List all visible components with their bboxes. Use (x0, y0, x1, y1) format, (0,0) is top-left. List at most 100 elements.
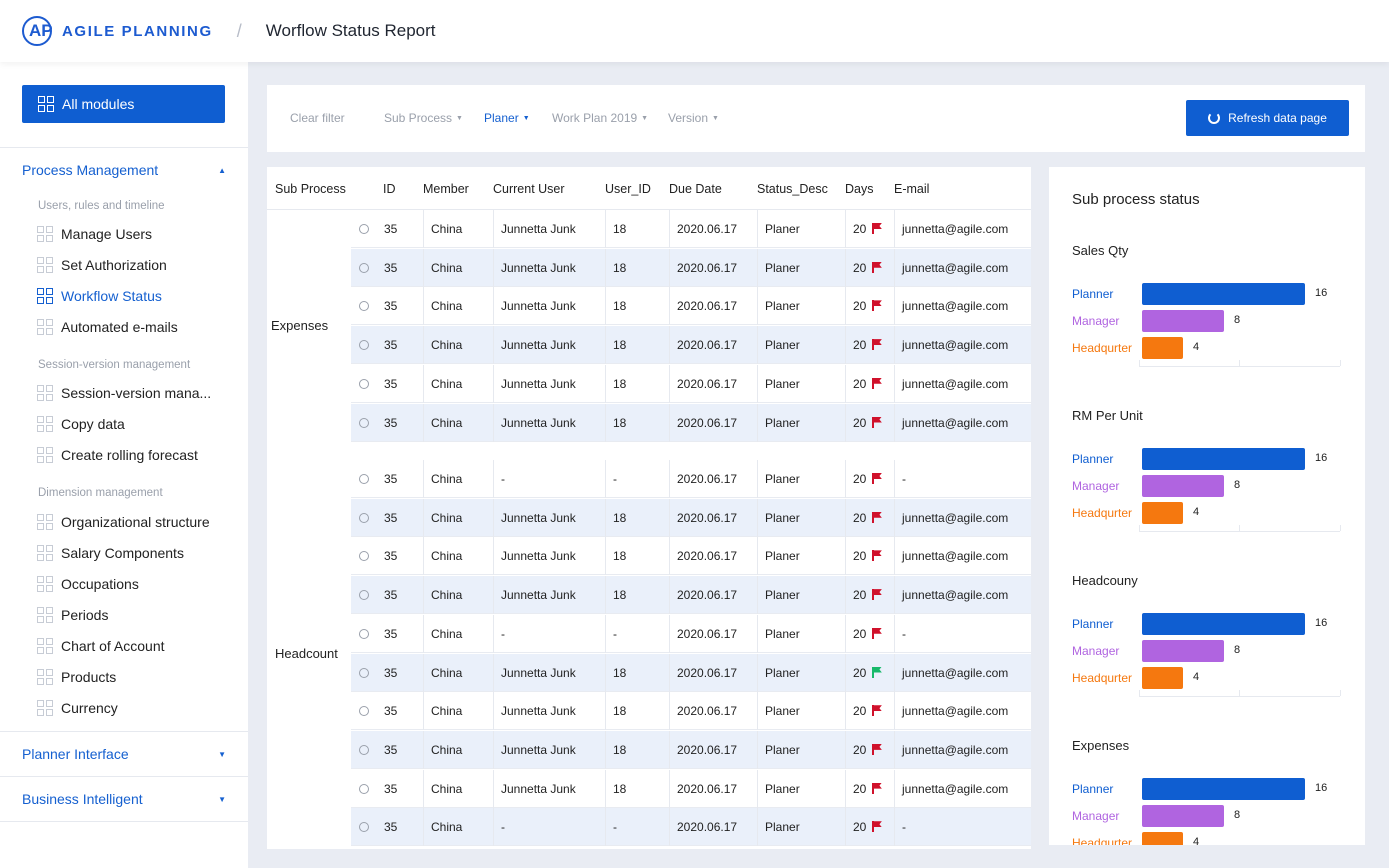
bar[interactable] (1142, 640, 1224, 662)
table-cell: 18 (605, 287, 669, 326)
radio-icon[interactable] (359, 783, 369, 794)
radio-icon[interactable] (359, 590, 369, 601)
nav-item-organizational-structure[interactable]: Organizational structure (37, 514, 210, 530)
radio-icon[interactable] (359, 822, 369, 833)
nav-item-periods[interactable]: Periods (37, 607, 108, 623)
bar-row: Headqurter 4 (1049, 502, 1365, 524)
radio-icon[interactable] (359, 667, 369, 678)
nav-item-session-version[interactable]: Session-version mana... (37, 385, 211, 401)
table-row[interactable]: 35 China - - 2020.06.17 Planer 20 - (351, 808, 1031, 847)
table-row[interactable]: 35 China Junnetta Junk 18 2020.06.17 Planer 20… (351, 498, 1031, 537)
cell-user: Junnetta Junk (501, 742, 576, 757)
nav-item-manage-users[interactable]: Manage Users (37, 226, 152, 242)
nav-item-set-authorization[interactable]: Set Authorization (37, 257, 167, 273)
bar[interactable] (1142, 448, 1305, 470)
radio-icon[interactable] (359, 512, 369, 523)
nav-item-occupations[interactable]: Occupations (37, 576, 139, 592)
radio-icon[interactable] (359, 417, 369, 428)
refresh-data-button[interactable]: Refresh data page (1186, 100, 1349, 136)
nav-item-chart-of-account[interactable]: Chart of Account (37, 638, 165, 654)
filter-planer[interactable]: Planer ▼ (484, 111, 530, 125)
nav-item-salary-components[interactable]: Salary Components (37, 545, 184, 561)
nav-group-process-management[interactable]: Process Management ▲ (0, 147, 248, 192)
radio-icon[interactable] (359, 744, 369, 755)
nav-item-workflow-status[interactable]: Workflow Status (37, 288, 162, 304)
cell-user-id: 18 (613, 742, 627, 757)
table-row[interactable]: 35 China Junnetta Junk 18 2020.06.17 Planer 20… (351, 769, 1031, 808)
table-cell: China (423, 537, 493, 576)
nav-item-automated-emails[interactable]: Automated e-mails (37, 319, 178, 335)
table-cell: junnetta@agile.com (894, 210, 1031, 248)
table-row[interactable]: 35 China - - 2020.06.17 Planer 20 - (351, 614, 1031, 653)
table-row[interactable]: 35 China Junnetta Junk 18 2020.06.17 Planer 20… (351, 326, 1031, 365)
table-row[interactable]: 35 China Junnetta Junk 18 2020.06.17 Planer 20… (351, 364, 1031, 403)
filter-sub-process[interactable]: Sub Process ▼ (384, 111, 463, 125)
bar[interactable] (1142, 832, 1183, 845)
nav-item-copy-data[interactable]: Copy data (37, 416, 125, 432)
table-row[interactable]: 35 China Junnetta Junk 18 2020.06.17 Planer 20… (351, 576, 1031, 615)
group-header[interactable]: Process Management ▲ (0, 148, 248, 192)
cell-user-id: - (613, 472, 617, 486)
bar[interactable] (1142, 502, 1183, 524)
bar-category-label: Planner (1072, 782, 1114, 796)
filter-version[interactable]: Version ▼ (668, 111, 719, 125)
bar[interactable] (1142, 667, 1183, 689)
filter-label: Sub Process (384, 111, 453, 125)
radio-icon[interactable] (359, 551, 369, 562)
filter-work-plan[interactable]: Work Plan 2019 ▼ (552, 111, 648, 125)
table-row[interactable]: 35 China Junnetta Junk 18 2020.06.17 Planer 20… (351, 730, 1031, 769)
table-cell: Junnetta Junk (493, 537, 605, 576)
table-cell: Junnetta Junk (493, 403, 605, 442)
radio-icon[interactable] (359, 474, 369, 484)
table-row[interactable]: 35 China Junnetta Junk 18 2020.06.17 Planer 20… (351, 653, 1031, 692)
cell-due: 2020.06.17 (677, 415, 738, 430)
radio-icon[interactable] (359, 224, 369, 234)
cell-member: China (431, 549, 463, 564)
group-header[interactable]: Business Intelligent ▼ (0, 777, 248, 821)
radio-icon[interactable] (359, 378, 369, 389)
nav-item-rolling-forecast[interactable]: Create rolling forecast (37, 447, 198, 463)
column-header: User_ID (605, 182, 651, 196)
group-header[interactable]: Planner Interface ▼ (0, 732, 248, 776)
all-modules-button[interactable]: All modules (22, 85, 225, 123)
radio-icon[interactable] (359, 628, 369, 639)
bar[interactable] (1142, 805, 1224, 827)
nav-item-currency[interactable]: Currency (37, 700, 118, 716)
radio-icon[interactable] (359, 340, 369, 351)
bar[interactable] (1142, 778, 1305, 800)
table-cell: Junnetta Junk (493, 326, 605, 365)
table-row[interactable]: 35 China Junnetta Junk 18 2020.06.17 Planer 20… (351, 692, 1031, 731)
nav-group-planner-interface[interactable]: Planner Interface ▼ (0, 731, 248, 776)
table-cell: 20 (845, 769, 894, 808)
nav-group-business-intelligent[interactable]: Business Intelligent ▼ (0, 776, 248, 822)
chart-title: Sales Qty (1072, 243, 1129, 258)
grid-icon (37, 700, 53, 716)
bar[interactable] (1142, 613, 1305, 635)
clear-filter-link[interactable]: Clear filter (290, 111, 345, 125)
bar[interactable] (1142, 310, 1224, 332)
radio-icon[interactable] (359, 301, 369, 312)
flag-icon (872, 511, 881, 523)
grid-icon (37, 576, 53, 592)
table-row[interactable]: 35 China Junnetta Junk 18 2020.06.17 Planer 20… (351, 537, 1031, 576)
nav-item-products[interactable]: Products (37, 669, 116, 685)
table-cell: China (423, 653, 493, 692)
radio-icon[interactable] (359, 262, 369, 273)
table-row[interactable]: 35 China Junnetta Junk 18 2020.06.17 Planer 20… (351, 403, 1031, 442)
table-row[interactable]: 35 China Junnetta Junk 18 2020.06.17 Planer 20… (351, 248, 1031, 287)
table-cell: Junnetta Junk (493, 653, 605, 692)
cell-member: China (431, 260, 463, 275)
radio-icon[interactable] (359, 706, 369, 717)
bar[interactable] (1142, 337, 1183, 359)
table-row[interactable]: 35 China Junnetta Junk 18 2020.06.17 Planer 20… (351, 287, 1031, 326)
cell-member: China (431, 665, 463, 680)
table-row[interactable]: 35 China Junnetta Junk 18 2020.06.17 Planer 20… (351, 210, 1031, 248)
filter-bar: Clear filter Sub Process ▼ Planer ▼ Work P… (267, 85, 1365, 152)
table-cell: Junnetta Junk (493, 730, 605, 769)
axis-tick (1340, 525, 1341, 531)
bar[interactable] (1142, 475, 1224, 497)
sub-process-label: Expenses (271, 318, 329, 334)
logo[interactable]: AP AGILE PLANNING (22, 16, 213, 46)
table-row[interactable]: 35 China - - 2020.06.17 Planer 20 - (351, 460, 1031, 498)
bar[interactable] (1142, 283, 1305, 305)
